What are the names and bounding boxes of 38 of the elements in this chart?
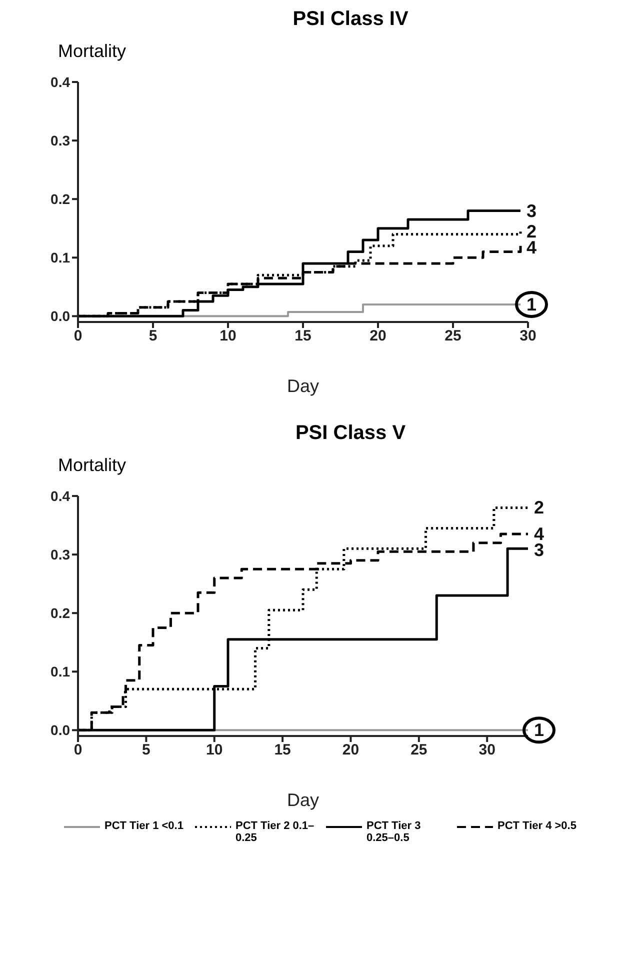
annotation: 1 bbox=[526, 294, 537, 314]
x-tick-label: 30 bbox=[478, 742, 496, 759]
x-axis-title: Day bbox=[286, 790, 320, 810]
annotation: 3 bbox=[526, 200, 537, 221]
legend-label: PCT Tier 1 <0.1 bbox=[104, 820, 184, 832]
x-tick-label: 0 bbox=[74, 742, 82, 759]
legend-label: PCT Tier 2 0.1–0.25 bbox=[236, 820, 316, 844]
y-tick-label: 0.3 bbox=[50, 132, 70, 149]
x-tick-label: 10 bbox=[206, 742, 223, 759]
x-tick-label: 5 bbox=[142, 742, 150, 759]
y-tick-label: 0.1 bbox=[50, 664, 70, 680]
x-tick-label: 20 bbox=[370, 328, 386, 345]
chart-title: PSI Class V bbox=[294, 422, 407, 445]
x-tick-label: 25 bbox=[444, 328, 462, 345]
x-tick-label: 25 bbox=[410, 742, 428, 759]
legend-label: PCT Tier 3 0.25–0.5 bbox=[366, 820, 422, 844]
x-tick-label: 0 bbox=[74, 328, 82, 345]
y-tick-label: 0.0 bbox=[50, 308, 70, 324]
x-tick-label: 15 bbox=[274, 742, 291, 759]
x-tick-label: 5 bbox=[148, 328, 158, 345]
text: 2 bbox=[534, 498, 544, 518]
x-tick-label: 30 bbox=[520, 328, 536, 345]
x-tick-label: 20 bbox=[342, 742, 360, 759]
y-tick-label: 0.0 bbox=[50, 722, 70, 738]
x-tick-label: 15 bbox=[294, 328, 312, 345]
y-axis-title: Mortality bbox=[58, 455, 128, 476]
y-tick-label: 0.2 bbox=[50, 191, 70, 208]
x-axis-title: Day bbox=[286, 376, 320, 396]
text: 1 bbox=[534, 720, 544, 740]
x-tick-label: 10 bbox=[220, 328, 236, 345]
y-tick-label: 0.3 bbox=[50, 546, 70, 563]
y-tick-label: 0.2 bbox=[50, 605, 70, 622]
legend-label: PCT Tier 4 >0.5 bbox=[498, 820, 578, 832]
y-tick-label: 0.4 bbox=[50, 74, 70, 90]
y-axis-title: Mortality bbox=[58, 41, 128, 62]
y-tick-label: 0.1 bbox=[50, 250, 70, 266]
y-tick-label: 0.4 bbox=[50, 488, 70, 504]
chart-title: PSI Class IV bbox=[292, 8, 410, 31]
